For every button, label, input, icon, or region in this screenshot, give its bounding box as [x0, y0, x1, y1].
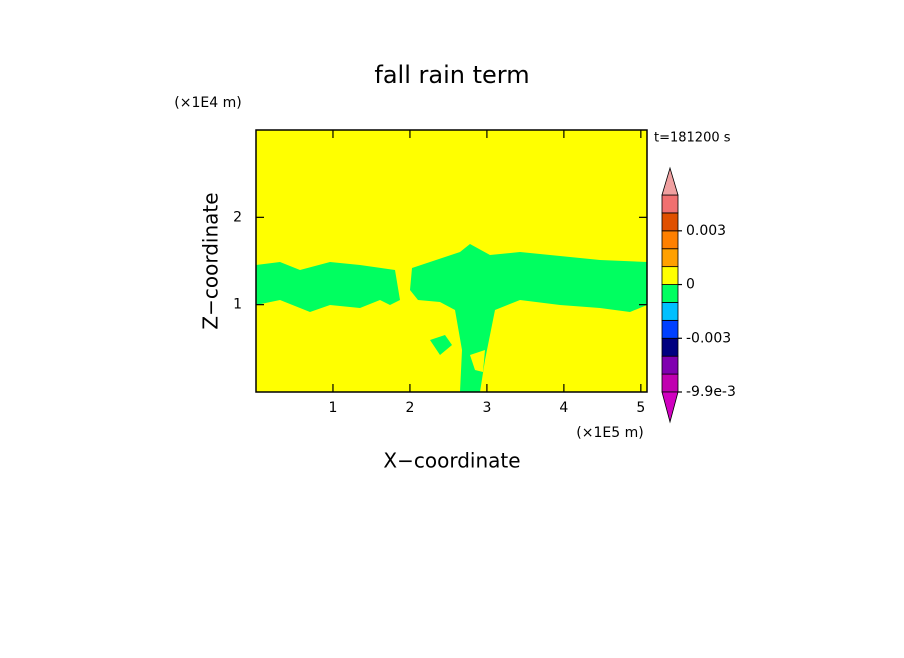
x-tick-label: 5 [636, 400, 645, 416]
colorbar-segment [661, 266, 679, 285]
x-tick-label: 1 [329, 400, 338, 416]
colorbar-segment [661, 212, 679, 232]
colorbar-segment [661, 230, 679, 250]
colorbar-over [661, 166, 679, 196]
x-axis-label: X−coordinate [383, 449, 520, 473]
colorbar-segment [661, 319, 679, 339]
colorbar-tick-label: 0.003 [686, 223, 726, 239]
rain-region [256, 244, 647, 392]
plot-area [256, 130, 647, 392]
colorbar-segment [661, 302, 679, 321]
plot-frame [255, 129, 648, 393]
colorbar-segment [661, 248, 679, 268]
colorbar-segment [661, 284, 679, 303]
colorbar-segment [661, 194, 679, 214]
colorbar-tick-label: -0.003 [686, 330, 731, 346]
colorbar-tick-label: -9.9e-3 [686, 384, 736, 400]
time-label: t=181200 s [654, 131, 731, 146]
y-axis-label: Z−coordinate [199, 192, 223, 329]
chart-title: fall rain term [374, 61, 529, 89]
x-unit: (×1E5 m) [576, 425, 643, 441]
colorbar-under [661, 391, 679, 424]
x-tick-label: 2 [405, 400, 414, 416]
colorbar-tick-label: 0 [686, 277, 695, 293]
x-tick-label: 3 [482, 400, 491, 416]
y-unit: (×1E4 m) [174, 95, 241, 111]
x-tick-label: 4 [559, 400, 568, 416]
y-tick-label: 1 [233, 297, 242, 313]
colorbar-segment [661, 373, 679, 393]
colorbar-segment [661, 355, 679, 375]
colorbar-segment [661, 337, 679, 357]
y-tick-label: 2 [233, 209, 242, 225]
